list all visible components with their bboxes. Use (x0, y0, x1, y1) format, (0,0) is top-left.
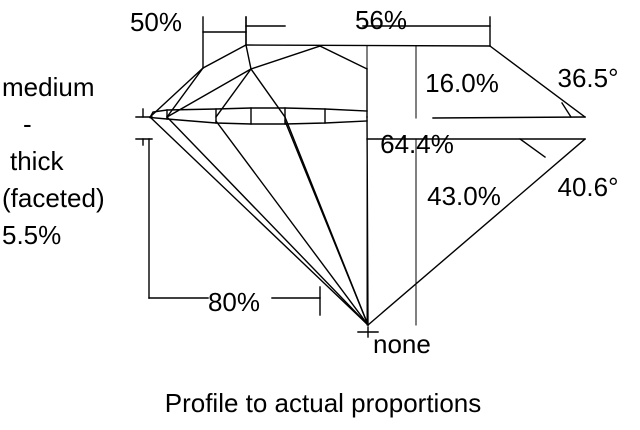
svg-text:none: none (373, 329, 431, 359)
svg-text:56%: 56% (355, 5, 407, 35)
svg-text:(faceted): (faceted) (2, 183, 105, 213)
svg-text:Profile to actual proportions: Profile to actual proportions (165, 388, 482, 418)
svg-text:-: - (23, 109, 32, 139)
svg-text:16.0%: 16.0% (425, 68, 499, 98)
svg-text:5.5%: 5.5% (2, 220, 61, 250)
svg-text:64.4%: 64.4% (380, 129, 454, 159)
svg-text:50%: 50% (130, 7, 182, 37)
svg-text:medium: medium (2, 72, 94, 102)
svg-text:thick: thick (10, 146, 64, 176)
svg-text:40.6°: 40.6° (557, 172, 618, 202)
svg-text:36.5°: 36.5° (557, 63, 618, 93)
svg-text:43.0%: 43.0% (427, 181, 501, 211)
svg-text:80%: 80% (208, 287, 260, 317)
